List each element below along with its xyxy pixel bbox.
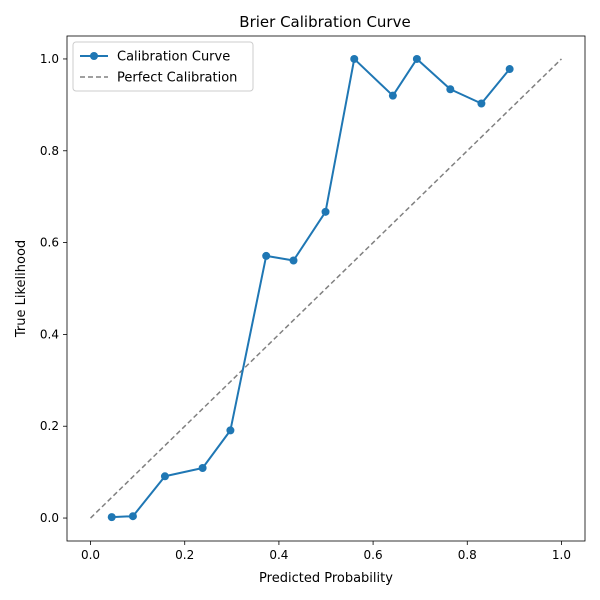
y-tick-label: 0.0 <box>40 511 59 525</box>
x-tick-label: 1.0 <box>552 548 571 562</box>
data-point <box>262 251 271 260</box>
x-tick-label: 0.4 <box>269 548 288 562</box>
data-point <box>412 54 421 63</box>
y-axis: 0.0 0.2 0.4 0.6 0.8 1.0 <box>40 52 67 525</box>
plot-frame <box>66 35 586 542</box>
y-axis-label: True Likelihood <box>14 240 29 338</box>
chart-title: Brier Calibration Curve <box>239 13 410 31</box>
data-point <box>198 464 207 473</box>
data-point <box>505 65 514 74</box>
data-point <box>388 91 397 100</box>
y-tick-label: 0.4 <box>40 327 59 341</box>
data-point <box>321 207 330 216</box>
legend-label-perfect-calibration: Perfect Calibration <box>117 71 237 86</box>
series-line-calibration-curve <box>111 57 511 519</box>
data-point <box>226 426 235 435</box>
x-tick-label: 0.6 <box>364 548 383 562</box>
data-point <box>160 472 169 481</box>
x-tick-label: 0.8 <box>458 548 477 562</box>
legend-marker-calibration-curve <box>90 52 98 60</box>
data-point <box>477 99 486 108</box>
y-tick-label: 0.2 <box>40 419 59 433</box>
series-layer <box>90 54 562 522</box>
legend-label-calibration-curve: Calibration Curve <box>117 50 230 65</box>
data-point <box>128 512 137 521</box>
legend-frame <box>72 41 254 92</box>
legend: Calibration Curve Perfect Calibration <box>72 41 254 92</box>
data-point <box>446 85 455 94</box>
data-point <box>107 513 116 522</box>
y-tick-label: 0.8 <box>40 144 59 158</box>
x-axis: 0.0 0.2 0.4 0.6 0.8 1.0 <box>81 541 571 562</box>
y-tick-label: 1.0 <box>40 52 59 66</box>
x-axis-label: Predicted Probability <box>259 571 393 586</box>
y-tick-label: 0.6 <box>40 236 59 250</box>
data-point <box>289 256 298 265</box>
series-line-perfect-calibration <box>90 58 562 519</box>
data-point <box>350 54 359 63</box>
x-tick-label: 0.2 <box>175 548 194 562</box>
x-tick-label: 0.0 <box>81 548 100 562</box>
